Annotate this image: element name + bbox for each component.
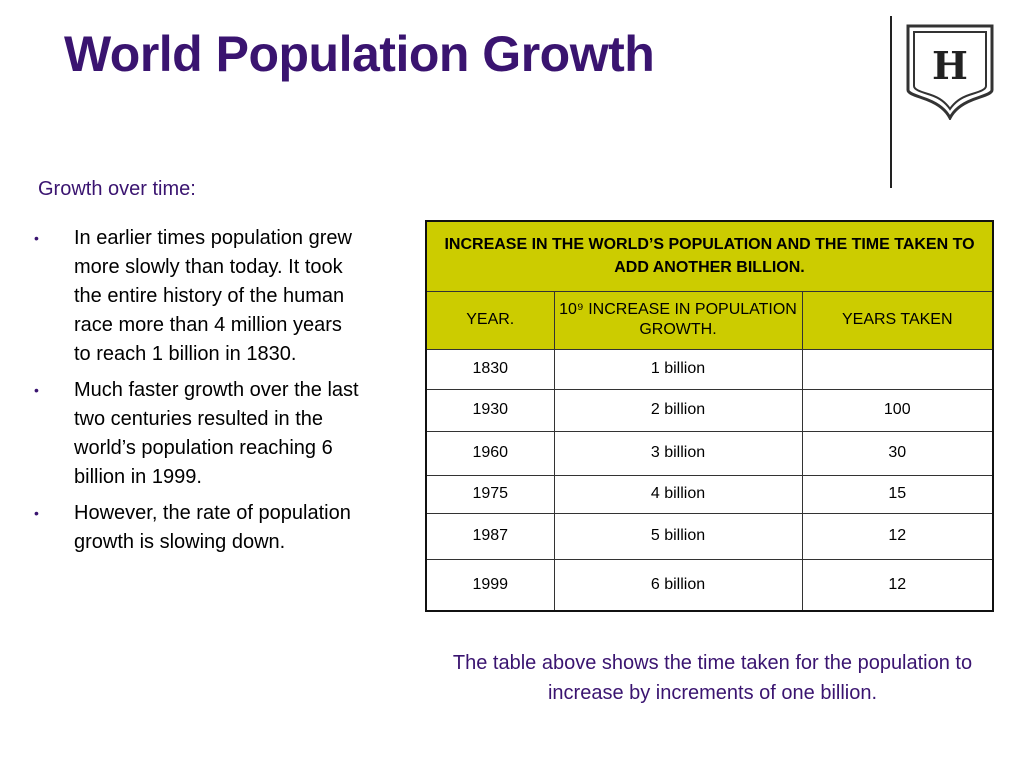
bullet-text: Much faster growth over the last two cen… bbox=[74, 379, 359, 488]
column-header-increase: 10⁹ INCREASE IN POPULATION GROWTH. bbox=[553, 290, 803, 350]
table-cell: 100 bbox=[801, 388, 994, 432]
bullet-item: • In earlier times population grew more … bbox=[34, 224, 364, 369]
table-row: 1930 2 billion 100 bbox=[425, 388, 994, 432]
table-row: 1987 5 billion 12 bbox=[425, 512, 994, 560]
table-header-row: YEAR. 10⁹ INCREASE IN POPULATION GROWTH.… bbox=[425, 290, 994, 350]
page-title: World Population Growth bbox=[64, 26, 655, 82]
table-cell: 30 bbox=[801, 430, 994, 476]
shield-logo-icon: H bbox=[906, 24, 994, 120]
table-cell: 1 billion bbox=[553, 348, 803, 390]
bullet-text: In earlier times population grew more sl… bbox=[74, 227, 352, 365]
table-title-row: INCREASE IN THE WORLD’S POPULATION AND T… bbox=[425, 220, 994, 292]
table-title: INCREASE IN THE WORLD’S POPULATION AND T… bbox=[425, 220, 994, 292]
table-cell: 5 billion bbox=[553, 512, 803, 560]
table-caption: The table above shows the time taken for… bbox=[452, 652, 973, 704]
table-cell: 1960 bbox=[425, 430, 555, 476]
bullet-item: • However, the rate of population growth… bbox=[34, 499, 364, 557]
logo-letter: H bbox=[932, 43, 968, 88]
table-cell bbox=[801, 348, 994, 390]
table-row: 1830 1 billion bbox=[425, 348, 994, 390]
bullet-dot: • bbox=[34, 382, 39, 398]
subheading: Growth over time: bbox=[38, 178, 196, 200]
table-cell: 1830 bbox=[425, 348, 555, 390]
table-row: 1975 4 billion 15 bbox=[425, 474, 994, 514]
table-cell: 1930 bbox=[425, 388, 555, 432]
population-table: INCREASE IN THE WORLD’S POPULATION AND T… bbox=[425, 220, 994, 612]
table-row: 1960 3 billion 30 bbox=[425, 430, 994, 476]
bullet-text: However, the rate of population growth i… bbox=[74, 502, 351, 553]
bullet-dot: • bbox=[34, 505, 39, 521]
table-cell: 12 bbox=[801, 512, 994, 560]
table-cell: 2 billion bbox=[553, 388, 803, 432]
table-cell: 1987 bbox=[425, 512, 555, 560]
table-cell: 15 bbox=[801, 474, 994, 514]
table-cell: 3 billion bbox=[553, 430, 803, 476]
table-cell: 6 billion bbox=[553, 558, 803, 612]
column-header-years-taken: YEARS TAKEN bbox=[801, 290, 994, 350]
bullet-item: • Much faster growth over the last two c… bbox=[34, 376, 364, 492]
table-cell: 1999 bbox=[425, 558, 555, 612]
table-row: 1999 6 billion 12 bbox=[425, 558, 994, 612]
bullet-dot: • bbox=[34, 230, 39, 246]
column-header-year: YEAR. bbox=[425, 290, 555, 350]
vertical-divider bbox=[890, 16, 892, 188]
bullet-list: • In earlier times population grew more … bbox=[34, 224, 364, 564]
table-cell: 1975 bbox=[425, 474, 555, 514]
table-cell: 12 bbox=[801, 558, 994, 612]
table-cell: 4 billion bbox=[553, 474, 803, 514]
